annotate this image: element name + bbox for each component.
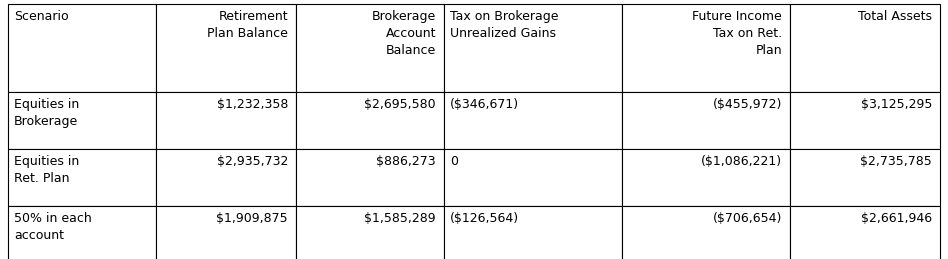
Text: Equities in
Brokerage: Equities in Brokerage [14, 98, 80, 128]
Bar [156, 206, 296, 259]
Bar [444, 206, 622, 259]
Bar [622, 206, 790, 259]
Text: Scenario: Scenario [14, 10, 68, 23]
Bar [8, 4, 156, 92]
Text: Total Assets: Total Assets [858, 10, 932, 23]
Bar [622, 149, 790, 206]
Text: $2,735,785: $2,735,785 [860, 155, 932, 168]
Text: $886,273: $886,273 [376, 155, 436, 168]
Text: $2,935,732: $2,935,732 [217, 155, 288, 168]
Bar [156, 92, 296, 149]
Text: Brokerage
Account
Balance: Brokerage Account Balance [372, 10, 436, 57]
Text: 0: 0 [450, 155, 458, 168]
Bar [156, 4, 296, 92]
Text: $1,585,289: $1,585,289 [364, 212, 436, 225]
Bar [790, 206, 940, 259]
Text: Equities in
Ret. Plan: Equities in Ret. Plan [14, 155, 80, 185]
Text: Retirement
Plan Balance: Retirement Plan Balance [207, 10, 288, 40]
Text: ($706,654): ($706,654) [713, 212, 782, 225]
Bar [622, 92, 790, 149]
Text: ($346,671): ($346,671) [450, 98, 520, 111]
Bar [296, 206, 444, 259]
Text: $1,232,358: $1,232,358 [217, 98, 288, 111]
Bar [444, 4, 622, 92]
Text: Tax on Brokerage
Unrealized Gains: Tax on Brokerage Unrealized Gains [450, 10, 558, 40]
Text: $3,125,295: $3,125,295 [861, 98, 932, 111]
Text: ($126,564): ($126,564) [450, 212, 520, 225]
Bar [296, 92, 444, 149]
Bar [8, 92, 156, 149]
Bar [8, 149, 156, 206]
Bar [790, 149, 940, 206]
Bar [444, 92, 622, 149]
Bar [156, 149, 296, 206]
Text: 50% in each
account: 50% in each account [14, 212, 92, 242]
Bar [296, 149, 444, 206]
Text: $1,909,875: $1,909,875 [216, 212, 288, 225]
Bar [790, 92, 940, 149]
Bar [296, 4, 444, 92]
Bar [8, 206, 156, 259]
Text: ($455,972): ($455,972) [713, 98, 782, 111]
Bar [790, 4, 940, 92]
Bar [444, 149, 622, 206]
Text: Future Income
Tax on Ret.
Plan: Future Income Tax on Ret. Plan [692, 10, 782, 57]
Bar [622, 4, 790, 92]
Text: ($1,086,221): ($1,086,221) [701, 155, 782, 168]
Text: $2,661,946: $2,661,946 [861, 212, 932, 225]
Text: $2,695,580: $2,695,580 [364, 98, 436, 111]
